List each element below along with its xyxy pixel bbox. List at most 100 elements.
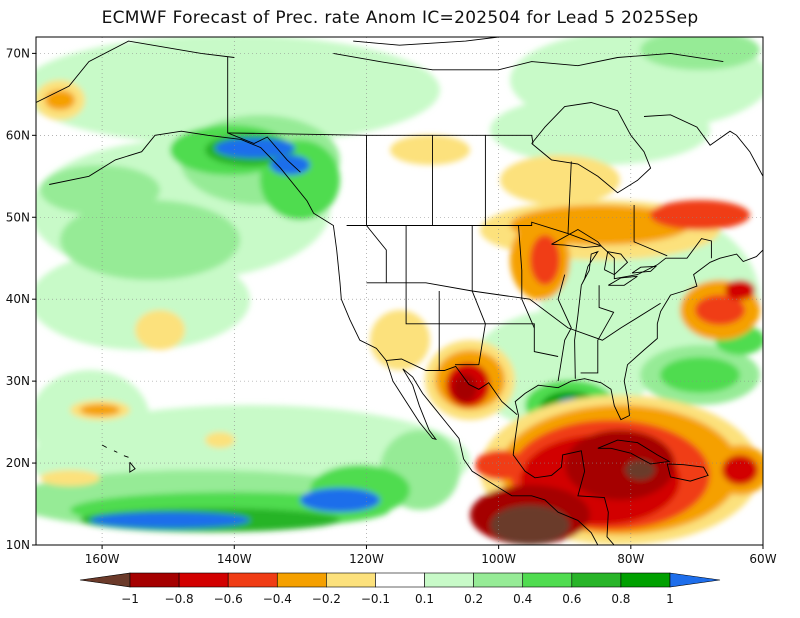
coastline-segment: [36, 40, 235, 103]
anomaly-region: [80, 404, 120, 416]
coastline-segment: [346, 221, 712, 280]
lon-tick-label: 140W: [217, 552, 252, 566]
colorbar-label: 0.1: [415, 592, 434, 606]
colorbar-label: −1: [121, 592, 139, 606]
coastlines-and-borders: [36, 37, 763, 545]
coastline-segment: [49, 130, 599, 545]
anomaly-region: [36, 370, 150, 470]
anomaly-region: [660, 357, 740, 393]
coastline-segment: [514, 249, 763, 421]
graticule: [36, 37, 763, 545]
map-title: ECMWF Forecast of Prec. rate Anom IC=202…: [101, 8, 699, 28]
lon-tick-label: 80W: [617, 552, 644, 566]
coastline-segment: [643, 114, 763, 177]
coastline-segment: [366, 282, 661, 341]
colorbar-label: 1: [666, 592, 674, 606]
coastline-segment: [484, 134, 534, 226]
coastline-segment: [333, 52, 724, 71]
colorbar-swatch: [129, 572, 180, 588]
anomaly-region: [90, 512, 250, 528]
colorbar-label: −0.6: [214, 592, 243, 606]
coastline-segment: [631, 265, 658, 274]
coastline-segment: [557, 274, 572, 382]
colorbar-swatch: [473, 572, 524, 588]
colorbar-swatch: [79, 572, 131, 588]
colorbar-labels: −1 −0.8 −0.6 −0.4 −0.2 −0.1 0.1 0.2 0.4 0.6 0.8 1: [121, 592, 674, 606]
anomaly-region: [475, 450, 525, 480]
anomaly-region: [490, 95, 710, 165]
map-frame: [35, 36, 764, 546]
anomaly-region: [725, 280, 755, 300]
coastline-segment: [101, 444, 107, 448]
coastline-segment: [366, 225, 387, 283]
colorbar-label: −0.2: [312, 592, 341, 606]
anomaly-region: [205, 432, 235, 448]
anomaly-region: [640, 37, 760, 70]
anomaly-region: [40, 165, 160, 215]
anomaly-region: [650, 200, 750, 230]
colorbar-swatch: [424, 572, 474, 588]
colorbar-label: 0.4: [513, 592, 532, 606]
coastline-segment: [597, 439, 671, 465]
coastline-segment: [123, 455, 129, 458]
colorbar-swatch: [571, 572, 622, 588]
colorbar-label: −0.8: [165, 592, 194, 606]
lat-tick-label: 50N: [6, 210, 30, 224]
colorbar-swatch: [276, 572, 327, 588]
latitude-labels: 70N 60N 50N 40N 30N 20N 10N: [6, 46, 36, 552]
colorbar-swatch: [669, 572, 721, 588]
coastline-segment: [574, 285, 582, 379]
anomaly-region: [60, 200, 240, 280]
coastline-segment: [227, 56, 301, 173]
anomaly-region: [36, 250, 250, 350]
coastline-segment: [531, 102, 652, 194]
longitude-labels: 160W 140W 120W 100W 80W 60W: [85, 545, 777, 566]
lon-tick-label: 120W: [349, 552, 384, 566]
lat-tick-label: 60N: [6, 128, 30, 142]
lat-tick-label: 70N: [6, 46, 30, 60]
anomaly-region: [300, 488, 380, 512]
anomaly-region: [453, 374, 477, 402]
colorbar-swatch: [227, 572, 278, 588]
coastline-segment: [580, 250, 599, 286]
coastline-segment: [455, 225, 486, 366]
anomaly-field: [36, 37, 763, 545]
colorbar: [79, 572, 721, 588]
anomaly-region: [370, 310, 430, 370]
anomaly-region: [36, 37, 440, 145]
lon-tick-label: 60W: [749, 552, 776, 566]
anomaly-region: [695, 295, 745, 325]
lat-tick-label: 30N: [6, 374, 30, 388]
coastline-segment: [113, 450, 118, 453]
anomaly-region: [490, 505, 570, 545]
anomaly-region: [530, 235, 560, 285]
coastline-segment: [633, 205, 668, 257]
coastline-segment: [405, 225, 559, 357]
coastline-segment: [608, 275, 638, 286]
lon-tick-label: 160W: [85, 552, 120, 566]
anomaly-region: [215, 138, 295, 158]
coastline-segment: [518, 225, 535, 329]
anomaly-region: [625, 460, 655, 480]
coastline-segment: [512, 415, 615, 545]
anomaly-region: [390, 135, 470, 165]
anomaly-region: [45, 90, 75, 110]
coastline-segment: [603, 251, 629, 276]
colorbar-swatch: [375, 572, 425, 588]
colorbar-label: 0.6: [562, 592, 581, 606]
colorbar-label: 0.8: [611, 592, 630, 606]
lon-tick-label: 100W: [481, 552, 516, 566]
anomaly-region: [135, 310, 185, 350]
coastline-segment: [353, 37, 499, 46]
colorbar-swatch: [178, 572, 229, 588]
lat-tick-label: 20N: [6, 456, 30, 470]
colorbar-label: −0.4: [263, 592, 292, 606]
lat-tick-label: 10N: [6, 538, 30, 552]
colorbar-swatch: [522, 572, 573, 588]
coastline-segment: [129, 461, 136, 473]
colorbar-label: −0.1: [361, 592, 390, 606]
lat-tick-label: 40N: [6, 292, 30, 306]
anomaly-region: [270, 155, 310, 175]
coastline-segment: [666, 463, 709, 482]
